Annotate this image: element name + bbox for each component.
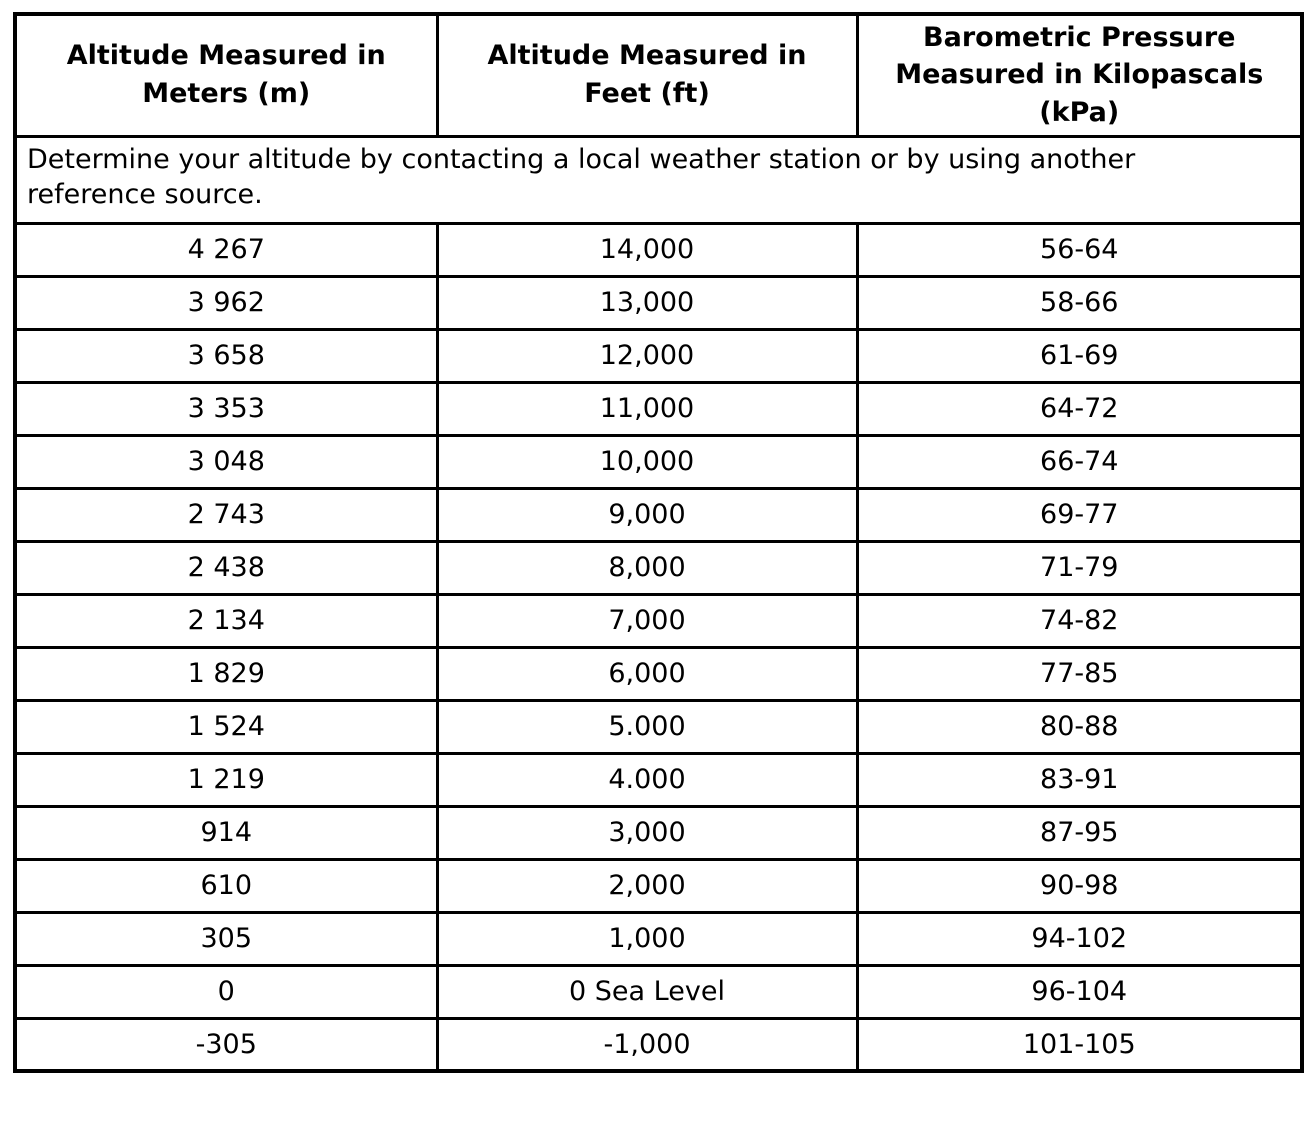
meters-cell: 4 267 xyxy=(13,221,439,278)
kpa-cell: 83-91 xyxy=(855,751,1304,808)
table-row: 2 134 7,000 74-82 xyxy=(13,592,1304,649)
col-header-kpa: Barometric Pressure Measured in Kilopasc… xyxy=(855,12,1304,138)
meters-cell: 2 438 xyxy=(13,539,439,596)
table-row: 0 0 Sea Level 96-104 xyxy=(13,963,1304,1020)
table-row: 305 1,000 94-102 xyxy=(13,910,1304,967)
feet-cell: 2,000 xyxy=(435,857,859,914)
feet-cell: 7,000 xyxy=(435,592,859,649)
feet-cell: 13,000 xyxy=(435,274,859,331)
feet-cell: 12,000 xyxy=(435,327,859,384)
kpa-cell: 58-66 xyxy=(855,274,1304,331)
feet-cell: 5.000 xyxy=(435,698,859,755)
note-row: Determine your altitude by contacting a … xyxy=(13,134,1304,225)
feet-cell: 9,000 xyxy=(435,486,859,543)
kpa-cell: 69-77 xyxy=(855,486,1304,543)
table-row: 4 267 14,000 56-64 xyxy=(13,221,1304,278)
meters-cell: 305 xyxy=(13,910,439,967)
meters-cell: 2 743 xyxy=(13,486,439,543)
table-row: 2 743 9,000 69-77 xyxy=(13,486,1304,543)
kpa-cell: 94-102 xyxy=(855,910,1304,967)
feet-cell: 1,000 xyxy=(435,910,859,967)
table-row: 914 3,000 87-95 xyxy=(13,804,1304,861)
feet-cell: 14,000 xyxy=(435,221,859,278)
kpa-cell: 61-69 xyxy=(855,327,1304,384)
table-row: 1 524 5.000 80-88 xyxy=(13,698,1304,755)
feet-cell: -1,000 xyxy=(435,1016,859,1073)
kpa-cell: 64-72 xyxy=(855,380,1304,437)
table-row: 3 048 10,000 66-74 xyxy=(13,433,1304,490)
kpa-cell: 56-64 xyxy=(855,221,1304,278)
feet-cell: 11,000 xyxy=(435,380,859,437)
kpa-cell: 87-95 xyxy=(855,804,1304,861)
kpa-cell: 74-82 xyxy=(855,592,1304,649)
kpa-cell: 66-74 xyxy=(855,433,1304,490)
feet-cell: 8,000 xyxy=(435,539,859,596)
kpa-cell: 101-105 xyxy=(855,1016,1304,1073)
meters-cell: 0 xyxy=(13,963,439,1020)
kpa-cell: 96-104 xyxy=(855,963,1304,1020)
meters-cell: 1 219 xyxy=(13,751,439,808)
meters-cell: 3 658 xyxy=(13,327,439,384)
altitude-pressure-table: Altitude Measured in Meters (m) Altitude… xyxy=(13,12,1304,1074)
feet-cell: 0 Sea Level xyxy=(435,963,859,1020)
kpa-cell: 80-88 xyxy=(855,698,1304,755)
meters-cell: 3 048 xyxy=(13,433,439,490)
table-row: 3 658 12,000 61-69 xyxy=(13,327,1304,384)
meters-cell: 1 524 xyxy=(13,698,439,755)
meters-cell: -305 xyxy=(13,1016,439,1073)
table-row: 3 353 11,000 64-72 xyxy=(13,380,1304,437)
col-header-feet: Altitude Measured in Feet (ft) xyxy=(435,12,859,138)
table-note: Determine your altitude by contacting a … xyxy=(13,134,1304,225)
table-row: 1 829 6,000 77-85 xyxy=(13,645,1304,702)
meters-cell: 3 353 xyxy=(13,380,439,437)
header-row: Altitude Measured in Meters (m) Altitude… xyxy=(13,12,1304,138)
table-row: 3 962 13,000 58-66 xyxy=(13,274,1304,331)
feet-cell: 4.000 xyxy=(435,751,859,808)
col-header-meters: Altitude Measured in Meters (m) xyxy=(13,12,439,138)
feet-cell: 3,000 xyxy=(435,804,859,861)
feet-cell: 6,000 xyxy=(435,645,859,702)
table-row: 2 438 8,000 71-79 xyxy=(13,539,1304,596)
meters-cell: 610 xyxy=(13,857,439,914)
meters-cell: 3 962 xyxy=(13,274,439,331)
meters-cell: 2 134 xyxy=(13,592,439,649)
meters-cell: 914 xyxy=(13,804,439,861)
table-row: -305 -1,000 101-105 xyxy=(13,1016,1304,1073)
feet-cell: 10,000 xyxy=(435,433,859,490)
kpa-cell: 90-98 xyxy=(855,857,1304,914)
table-row: 610 2,000 90-98 xyxy=(13,857,1304,914)
kpa-cell: 71-79 xyxy=(855,539,1304,596)
table-row: 1 219 4.000 83-91 xyxy=(13,751,1304,808)
kpa-cell: 77-85 xyxy=(855,645,1304,702)
meters-cell: 1 829 xyxy=(13,645,439,702)
